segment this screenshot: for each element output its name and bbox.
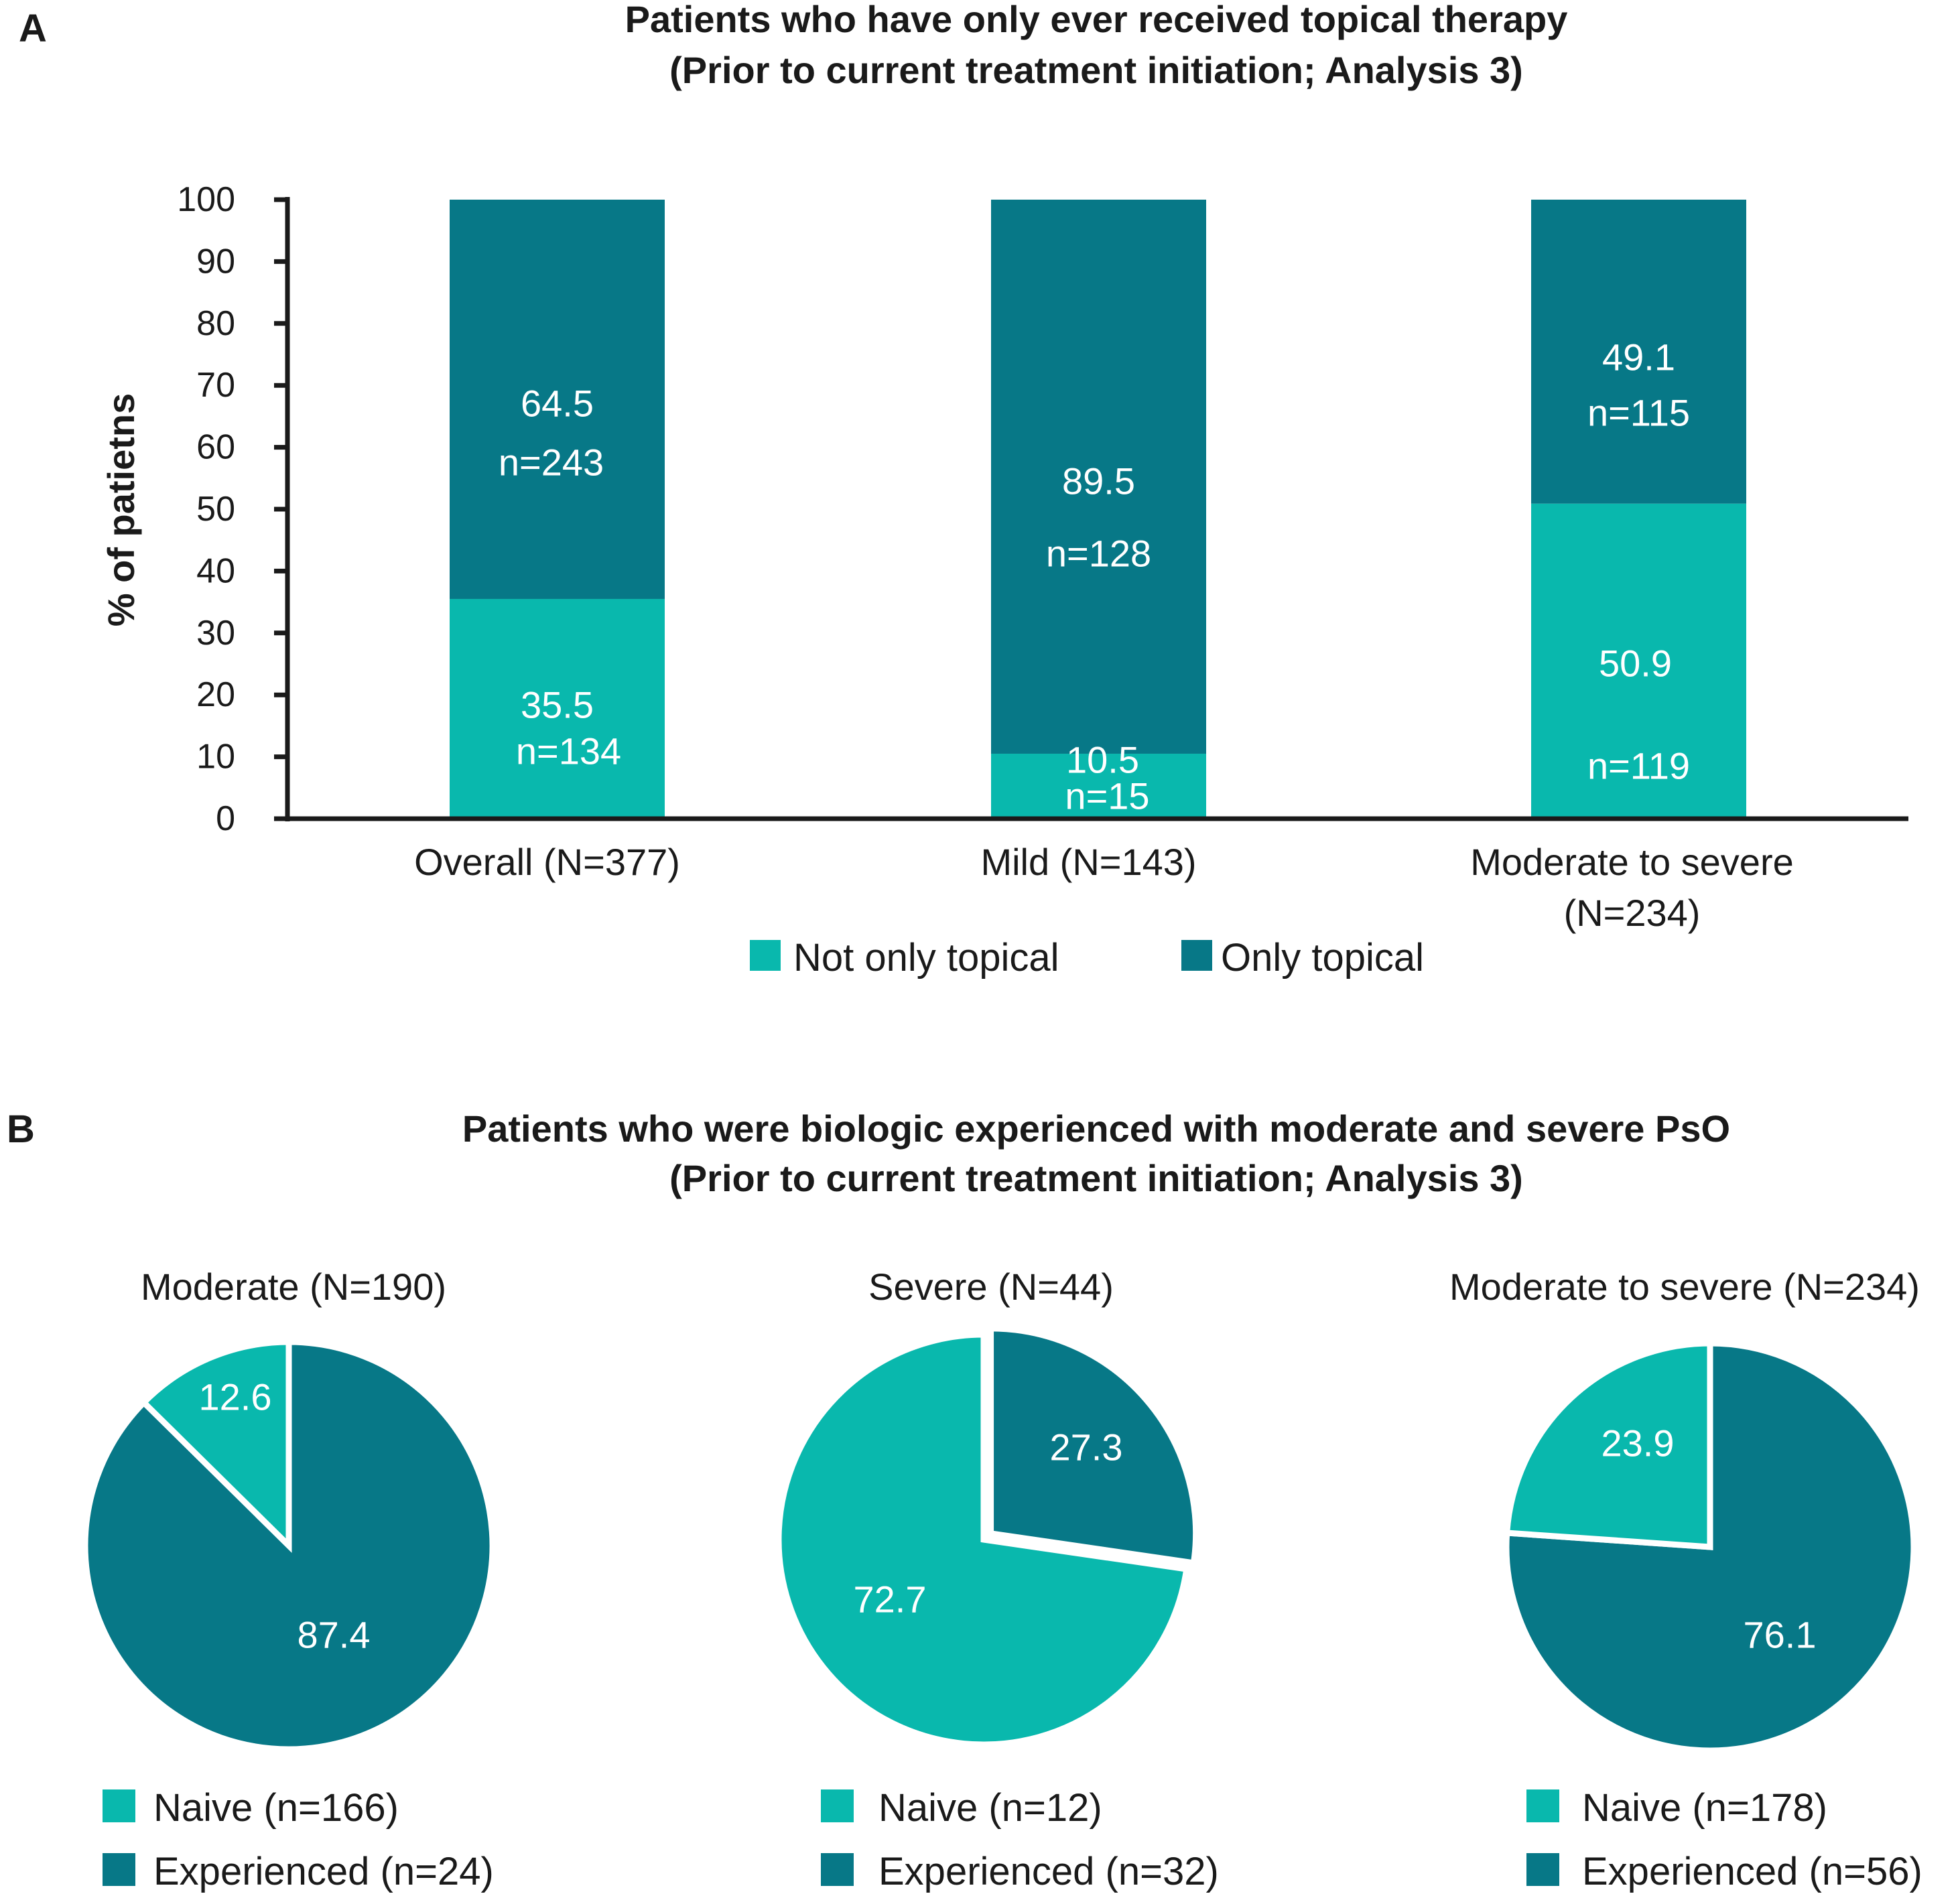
pie-slice-naive: [1503, 1340, 1713, 1550]
panel-b-label: B: [7, 1107, 35, 1151]
y-axis-label: % of patietns: [100, 393, 142, 626]
pie-title: Moderate (N=190): [141, 1266, 446, 1308]
y-tick-label: 20: [196, 675, 235, 714]
bar-n-label: n=15: [1065, 775, 1149, 817]
legend-swatch: [1526, 1853, 1559, 1886]
y-tick-label: 90: [196, 242, 235, 281]
bar-value-label: 49.1: [1602, 336, 1675, 379]
pie-title: Moderate to severe (N=234): [1449, 1266, 1920, 1308]
y-tick-label: 50: [196, 490, 235, 529]
y-tick-label: 70: [196, 366, 235, 405]
y-tick-label: 40: [196, 551, 235, 590]
pie-value-label: 76.1: [1744, 1614, 1817, 1656]
legend-swatch: [821, 1853, 854, 1886]
pie-slice-experienced: [988, 1325, 1199, 1567]
bar-segment-not-only-topical: [1531, 503, 1746, 819]
y-tick-label: 0: [216, 799, 235, 838]
legend-label: Naive (n=166): [153, 1786, 399, 1830]
pie-title: Severe (N=44): [868, 1266, 1114, 1308]
pie-value-label: 12.6: [199, 1376, 272, 1418]
legend-label: Experienced (n=56): [1582, 1850, 1922, 1893]
pie-value-label: 87.4: [298, 1614, 371, 1656]
bar-value-label: 89.5: [1062, 460, 1135, 502]
bar-n-label: n=128: [1046, 533, 1151, 575]
category-label: (N=234): [1564, 892, 1701, 934]
pie-value-label: 72.7: [854, 1578, 927, 1621]
pie-value-label: 23.9: [1602, 1422, 1675, 1465]
pie-charts: Moderate (N=190) 12.6 Naive (n=166) 87.4 Exp…: [82, 1266, 1922, 1893]
legend-swatch: [103, 1789, 135, 1822]
bar-value-label: 10.5: [1066, 739, 1139, 781]
pie-chart-title-line2: (Prior to current treatment initiation; …: [669, 1157, 1523, 1199]
pie-value-label: 27.3: [1050, 1426, 1123, 1469]
pie-slice-naive: [775, 1331, 1190, 1748]
legend-label: Naive (n=178): [1582, 1786, 1827, 1830]
category-label: Overall (N=377): [414, 841, 680, 883]
legend-label: Only topical: [1221, 936, 1424, 979]
legend-swatch: [103, 1853, 135, 1886]
bar-value-label: 64.5: [521, 383, 594, 425]
y-tick-label: 10: [196, 738, 235, 776]
category-label: Moderate to severe: [1470, 841, 1793, 883]
bar-n-label: n=134: [516, 730, 621, 772]
bar-segment-only-topical: [450, 200, 665, 599]
legend-swatch: [1526, 1789, 1559, 1822]
bar-n-label: n=119: [1587, 745, 1690, 787]
legend-swatch: [750, 940, 781, 971]
legend-swatch: [821, 1789, 854, 1822]
y-tick-label: 100: [177, 180, 235, 219]
bar-n-label: n=115: [1587, 392, 1690, 434]
category-label: Mild (N=143): [980, 841, 1196, 883]
bar-segment-only-topical: [991, 200, 1206, 754]
bar-chart-title-line2: (Prior to current treatment initiation; …: [669, 49, 1523, 91]
y-tick-label: 60: [196, 428, 235, 467]
bar-segment-only-topical: [1531, 200, 1746, 504]
legend-label: Experienced (n=32): [878, 1850, 1219, 1893]
bar-value-label: 35.5: [521, 684, 594, 726]
legend-label: Naive (n=12): [878, 1786, 1102, 1830]
bar-segment-not-only-topical: [450, 598, 665, 819]
legend-label: Experienced (n=24): [153, 1850, 494, 1893]
pie-slice-naive: [139, 1339, 292, 1553]
panel-a-label: A: [19, 7, 47, 50]
bar-segment-not-only-topical: [991, 753, 1206, 819]
legend-label: Not only topical: [793, 936, 1059, 979]
pie-chart-title-line1: Patients who were biologic experienced w…: [462, 1107, 1730, 1150]
y-tick-label: 30: [196, 614, 235, 653]
bar-chart-title-line1: Patients who have only ever received top…: [625, 0, 1568, 40]
legend-swatch: [1181, 940, 1212, 971]
bar-value-label: 50.9: [1599, 642, 1672, 685]
y-tick-label: 80: [196, 304, 235, 343]
bar-n-label: n=243: [499, 442, 604, 484]
